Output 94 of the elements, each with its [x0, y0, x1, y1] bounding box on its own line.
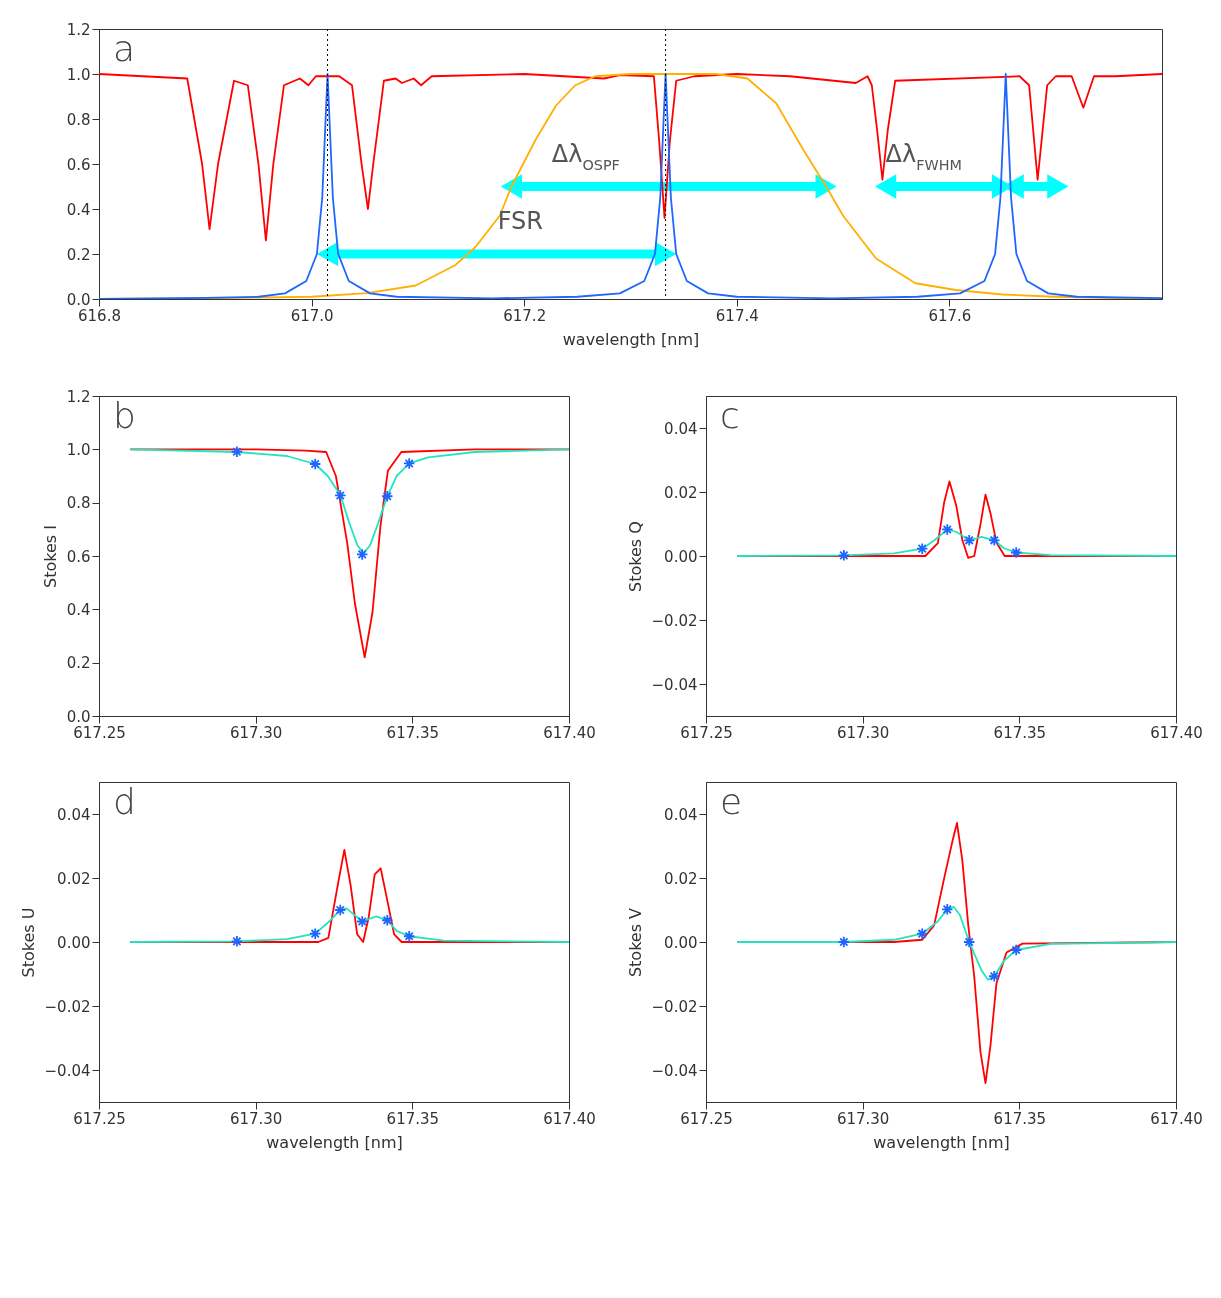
y-tick-label: −0.04: [651, 1061, 698, 1080]
point: [963, 935, 976, 949]
point: [356, 548, 369, 561]
y-tick-label: 0.02: [664, 483, 698, 502]
y-tick-label: 0.0: [66, 290, 91, 309]
y-axis-title: Stokes Q: [625, 521, 645, 592]
x-tick-label: 617.25: [73, 1109, 126, 1128]
point: [381, 490, 394, 503]
point: [941, 903, 954, 916]
point: [403, 457, 416, 470]
line-series: [129, 907, 569, 943]
line-series: [736, 905, 1176, 981]
y-tick-label: 1.2: [66, 387, 91, 406]
x-tick-label: 617.30: [836, 723, 890, 742]
y-tick-label: 0.04: [664, 419, 698, 438]
y-tick-label: 0.00: [57, 933, 91, 952]
x-axis-title: wavelength [nm]: [873, 1132, 1010, 1152]
y-tick-label: 0.8: [66, 110, 91, 129]
x-tick-label: 617.30: [229, 723, 283, 742]
y-tick-label: 0.00: [664, 933, 698, 952]
point: [309, 927, 322, 940]
line-series: [99, 73, 1162, 299]
y-tick-label: 0.4: [66, 200, 91, 219]
x-tick-label: 617.25: [73, 723, 126, 742]
annotation: FSR: [497, 207, 543, 235]
line-series: [99, 73, 1162, 242]
y-tick-label: 0.02: [57, 869, 91, 888]
annotation: d: [113, 781, 136, 822]
y-tick-label: 0.6: [66, 155, 91, 174]
x-tick-label: 616.8: [78, 306, 121, 325]
point: [230, 445, 244, 458]
y-tick-label: 0.8: [66, 494, 91, 513]
y-axis-title: Stokes I: [40, 525, 60, 588]
y-tick-label: −0.04: [651, 675, 698, 694]
y-tick-label: −0.02: [44, 997, 91, 1016]
point: [837, 549, 851, 562]
x-tick-label: 617.35: [993, 723, 1047, 742]
y-tick-label: 0.4: [66, 600, 91, 619]
line-series: [736, 528, 1176, 557]
y-tick-label: 0.6: [66, 547, 91, 566]
y-tick-label: −0.02: [651, 997, 698, 1016]
x-tick-label: 617.35: [386, 1109, 440, 1128]
x-tick-label: 617.6: [928, 306, 972, 325]
point: [356, 915, 369, 928]
point: [988, 970, 1001, 983]
x-tick-label: 617.0: [290, 306, 334, 325]
y-tick-label: 1.0: [66, 440, 91, 459]
y-tick-label: 0.02: [664, 869, 698, 888]
annotation: b: [113, 395, 136, 436]
y-tick-label: 0.00: [664, 547, 698, 566]
y-tick-label: −0.02: [651, 611, 698, 630]
y-tick-label: 1.2: [66, 20, 91, 39]
x-tick-label: 617.2: [503, 306, 547, 325]
point: [381, 914, 394, 927]
x-tick-label: 617.35: [993, 1109, 1047, 1128]
x-tick-label: 617.25: [680, 723, 733, 742]
point: [988, 534, 1001, 547]
x-tick-label: 617.30: [836, 1109, 890, 1128]
x-tick-label: 617.25: [680, 1109, 733, 1128]
point: [1010, 943, 1023, 957]
point: [963, 534, 976, 547]
y-axis-title: Stokes V: [625, 907, 645, 978]
annotation: e: [720, 781, 743, 822]
x-tick-label: 617.40: [1150, 723, 1203, 742]
y-tick-label: 0.2: [66, 654, 91, 673]
point: [230, 935, 244, 948]
y-tick-label: 0.0: [66, 707, 91, 726]
y-tick-label: −0.04: [44, 1061, 91, 1080]
x-tick-label: 617.30: [229, 1109, 283, 1128]
point: [1010, 546, 1023, 559]
x-tick-label: 617.4: [715, 306, 759, 325]
annotation: Δλ$_{FWHM}$: [885, 139, 962, 173]
point: [309, 457, 322, 471]
annotation: c: [720, 395, 740, 436]
annotation: Δλ$_{OSPF}$: [551, 139, 620, 173]
y-tick-label: 1.0: [66, 65, 91, 84]
x-tick-label: 617.40: [543, 1109, 596, 1128]
y-tick-label: 0.04: [664, 805, 698, 824]
point: [916, 927, 929, 940]
point: [334, 903, 347, 917]
x-tick-label: 617.35: [386, 723, 440, 742]
point: [916, 542, 929, 555]
point: [941, 523, 954, 536]
point: [403, 930, 416, 943]
y-axis-title: Stokes U: [18, 907, 38, 978]
x-axis-title: wavelength [nm]: [266, 1132, 403, 1152]
y-tick-label: 0.04: [57, 805, 91, 824]
point: [837, 935, 851, 949]
y-tick-label: 0.2: [66, 245, 91, 264]
x-tick-label: 617.40: [1150, 1109, 1203, 1128]
x-axis-title: wavelength [nm]: [562, 329, 700, 349]
x-tick-label: 617.40: [543, 723, 596, 742]
point: [334, 489, 347, 502]
annotation: a: [113, 28, 136, 69]
